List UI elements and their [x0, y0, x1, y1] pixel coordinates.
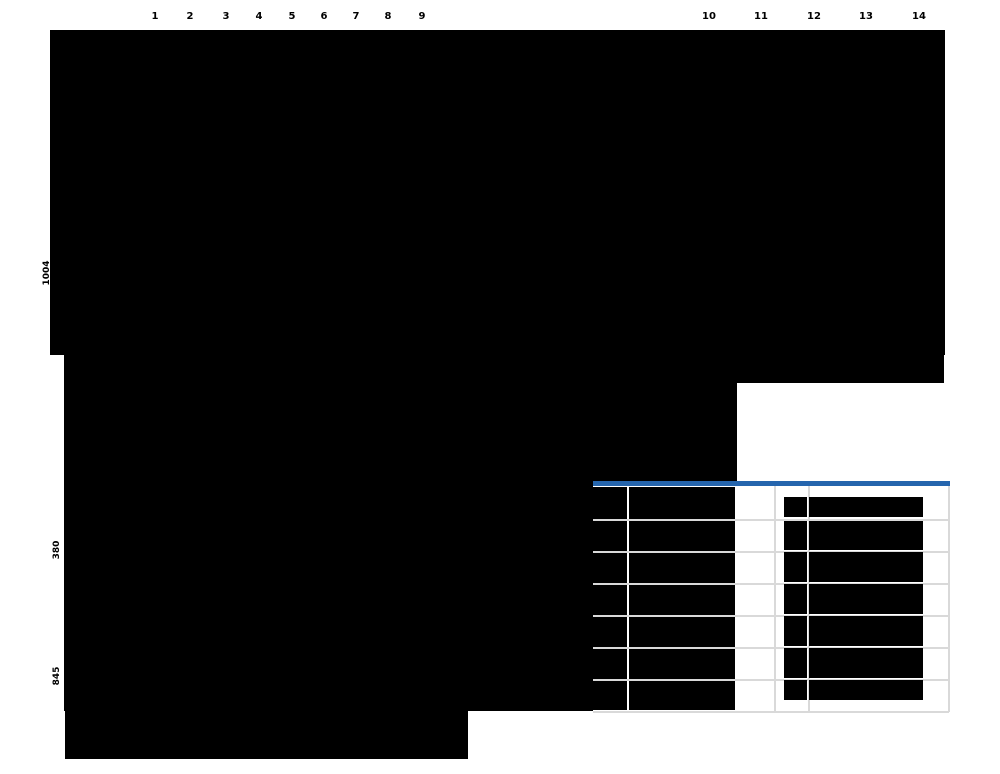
black-image-region-bottom-strip [65, 711, 468, 759]
table-gridline-row-3 [593, 583, 949, 585]
redacted-text-bar [784, 521, 807, 550]
redacted-text-bar [809, 521, 923, 550]
table-gridline-row-5 [593, 647, 949, 649]
data-table [593, 486, 950, 713]
redacted-cell-left-narrow [593, 487, 627, 710]
redacted-text-bar [784, 648, 807, 678]
lane-label-12: 12 [807, 11, 821, 22]
redacted-cell-left-wide [629, 487, 735, 710]
lane-label-2: 2 [186, 11, 194, 22]
table-gridline-col-right [948, 486, 950, 712]
table-gridline-bottom [593, 711, 949, 713]
table-gridline-row-4 [593, 615, 949, 617]
lane-label-7: 7 [352, 11, 360, 22]
redacted-text-bar [809, 552, 923, 582]
lane-label-1: 1 [151, 11, 159, 22]
table-gridline-row-1 [593, 519, 949, 521]
table-gridline-col-1 [774, 486, 776, 712]
table-gridline-col-2 [808, 486, 810, 712]
black-image-region-middle [64, 383, 737, 481]
black-image-region-band [64, 355, 944, 383]
lane-label-4: 4 [255, 11, 263, 22]
black-image-region-lower-left [64, 481, 593, 711]
lane-label-6: 6 [320, 11, 328, 22]
redacted-text-bar [784, 552, 807, 582]
table-gridline-row-6 [593, 679, 949, 681]
redacted-text-bar [784, 497, 807, 517]
lane-label-14: 14 [912, 11, 926, 22]
side-label-380: 380 [52, 540, 62, 560]
lane-label-8: 8 [384, 11, 392, 22]
lane-label-11: 11 [754, 11, 768, 22]
lane-label-5: 5 [288, 11, 296, 22]
redacted-text-bar [809, 680, 923, 700]
lane-label-13: 13 [859, 11, 873, 22]
redacted-text-bar [809, 616, 923, 646]
lane-label-9: 9 [418, 11, 426, 22]
redacted-text-bar [784, 584, 807, 614]
redacted-text-bar [809, 584, 923, 614]
redacted-text-bar [809, 648, 923, 678]
lane-label-3: 3 [222, 11, 230, 22]
table-top-border [593, 481, 950, 486]
black-image-region-top [50, 30, 945, 355]
lane-label-10: 10 [702, 11, 716, 22]
redacted-text-bar [784, 616, 807, 646]
redacted-text-bar [784, 680, 807, 700]
table-gridline-row-2 [593, 551, 949, 553]
redacted-text-bar [809, 497, 923, 517]
side-label-845: 845 [52, 666, 62, 686]
